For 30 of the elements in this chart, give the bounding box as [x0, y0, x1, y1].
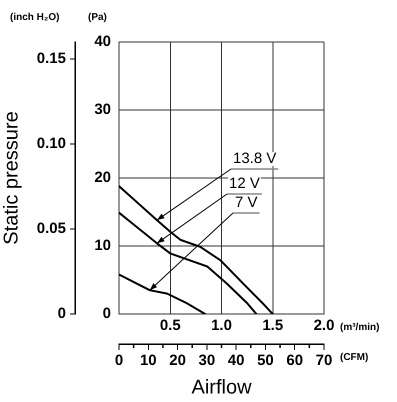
y-tick-label: 0.10 [36, 135, 66, 152]
x-tick-label: 1.0 [211, 317, 232, 334]
y2-tick-label: 0 [102, 305, 111, 322]
text: (CFM) [340, 352, 368, 363]
y2-tick-label: 40 [94, 33, 111, 50]
x2-tick-label: 10 [140, 352, 157, 370]
y2-tick-label: 10 [94, 237, 111, 254]
y2-tick-label: 30 [94, 101, 111, 118]
x2-tick-label: 40 [228, 352, 244, 370]
x2-tick-label: 60 [286, 352, 304, 370]
x-tick-label: 0.5 [160, 317, 181, 334]
y2-tick-label: 20 [94, 169, 111, 186]
y-tick-label: 0 [58, 305, 66, 322]
text: (Pa) [88, 12, 107, 23]
text: 12 V [229, 175, 260, 192]
y-tick-label: 0.15 [36, 50, 66, 68]
x-axis-title: Airflow [191, 376, 252, 399]
y-axis-title: Static pressure [0, 111, 23, 245]
x-tick-label: 1.5 [262, 317, 284, 334]
y-tick-label: 0.05 [36, 220, 66, 238]
text: 13.8 V [233, 150, 276, 168]
x2-tick-label: 0 [114, 352, 124, 370]
x2-tick-label: 50 [257, 352, 274, 370]
x-tick-label: 2.0 [314, 317, 334, 334]
x2-tick-label: 70 [316, 352, 332, 370]
text: 7 V [235, 194, 258, 212]
x2-tick-label: 20 [169, 352, 186, 370]
text: (inch H₂O) [10, 12, 60, 23]
x2-tick-label: 30 [198, 352, 216, 370]
text: (m³/min) [340, 322, 380, 333]
